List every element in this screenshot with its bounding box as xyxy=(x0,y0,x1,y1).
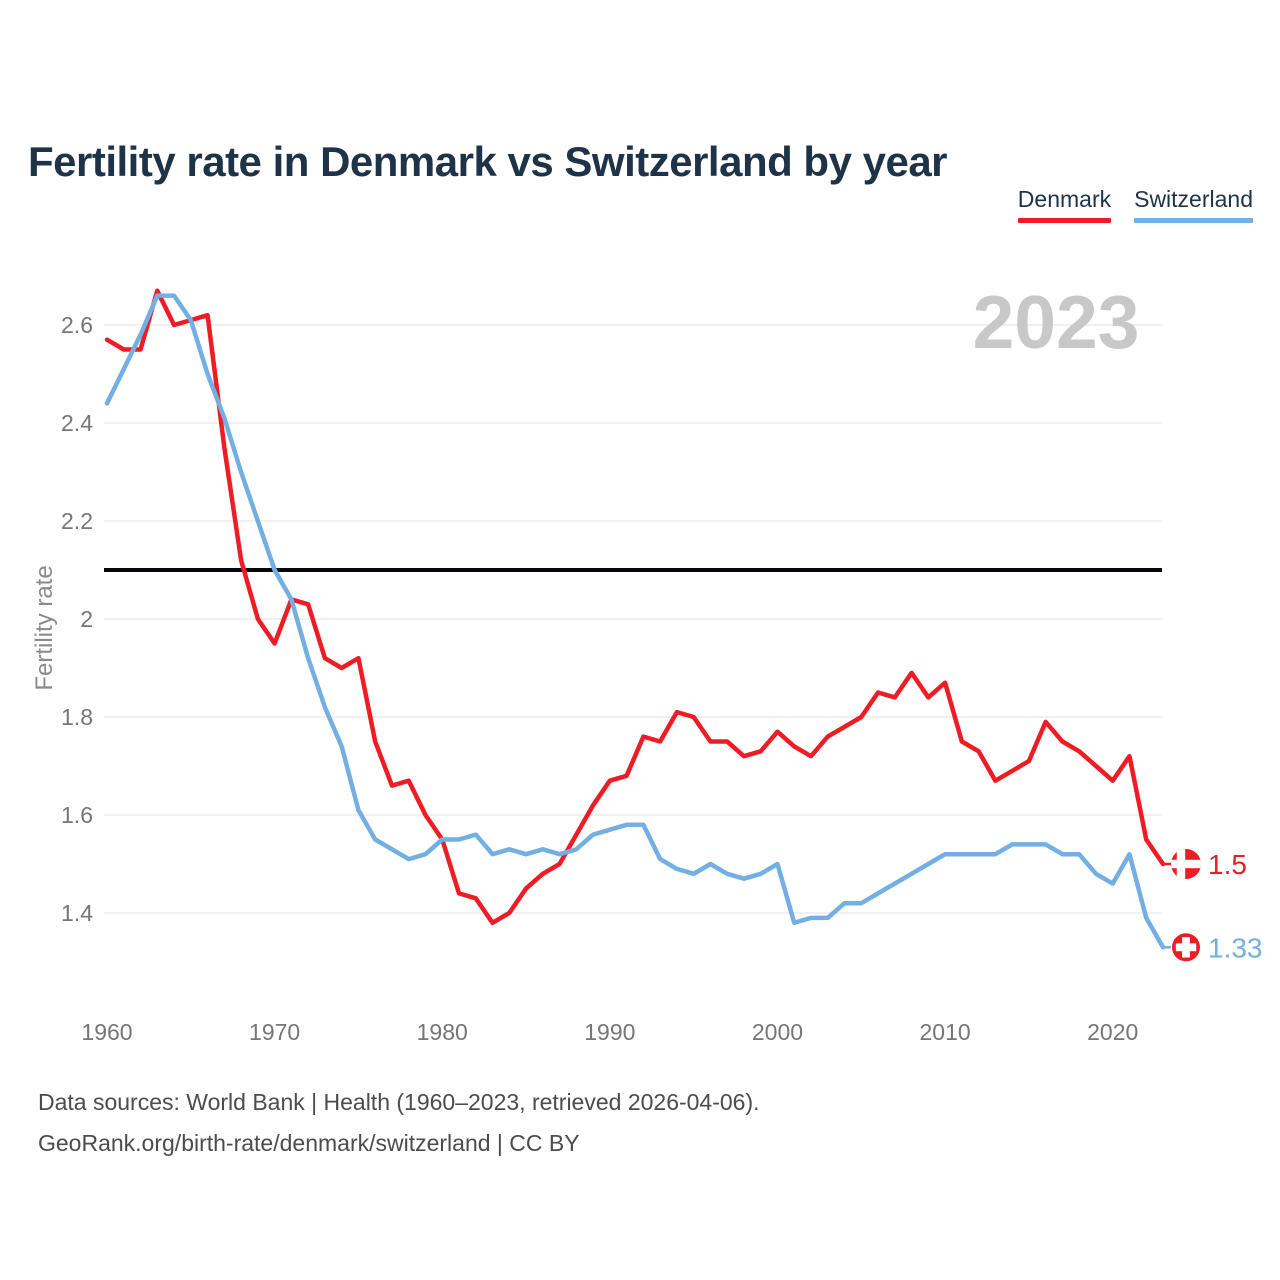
switzerland-line[interactable] xyxy=(104,293,1166,950)
x-tick-label: 1970 xyxy=(249,1019,300,1045)
y-tick-label: 1.8 xyxy=(61,704,93,730)
x-tick-label: 2020 xyxy=(1087,1019,1138,1045)
x-tick-label: 2000 xyxy=(752,1019,803,1045)
legend: Denmark Switzerland xyxy=(1017,186,1253,223)
switzerland-end-label: 1.33 xyxy=(1208,932,1263,963)
y-tick-label: 2.6 xyxy=(61,312,93,338)
watermark-year: 2023 xyxy=(973,280,1140,364)
legend-item-switzerland[interactable]: Switzerland xyxy=(1134,186,1253,223)
page-title: Fertility rate in Denmark vs Switzerland… xyxy=(28,138,948,186)
legend-underline-switzerland xyxy=(1134,218,1253,223)
legend-label-denmark: Denmark xyxy=(1017,186,1112,212)
footer: Data sources: World Bank | Health (1960–… xyxy=(38,1082,760,1164)
y-tick-label: 1.4 xyxy=(61,900,93,926)
y-tick-label: 1.6 xyxy=(61,802,93,828)
x-tick-label: 2010 xyxy=(920,1019,971,1045)
denmark-end-label: 1.5 xyxy=(1208,849,1247,880)
footer-attribution: GeoRank.org/birth-rate/denmark/switzerla… xyxy=(38,1130,580,1156)
legend-item-denmark[interactable]: Denmark xyxy=(1017,186,1112,223)
denmark-flag-icon xyxy=(1171,849,1201,879)
switzerland-flag-icon xyxy=(1172,933,1200,962)
legend-label-switzerland: Switzerland xyxy=(1134,186,1253,212)
y-tick-label: 2 xyxy=(80,606,93,632)
legend-underline-denmark xyxy=(1017,218,1112,223)
x-tick-label: 1960 xyxy=(81,1019,132,1045)
x-tick-label: 1980 xyxy=(417,1019,468,1045)
y-axis-title: Fertility rate xyxy=(31,565,58,690)
y-tick-label: 2.4 xyxy=(61,410,93,436)
denmark-line[interactable] xyxy=(104,288,1166,926)
footer-sources: Data sources: World Bank | Health (1960–… xyxy=(38,1089,760,1115)
x-tick-label: 1990 xyxy=(584,1019,635,1045)
y-tick-label: 2.2 xyxy=(61,508,93,534)
